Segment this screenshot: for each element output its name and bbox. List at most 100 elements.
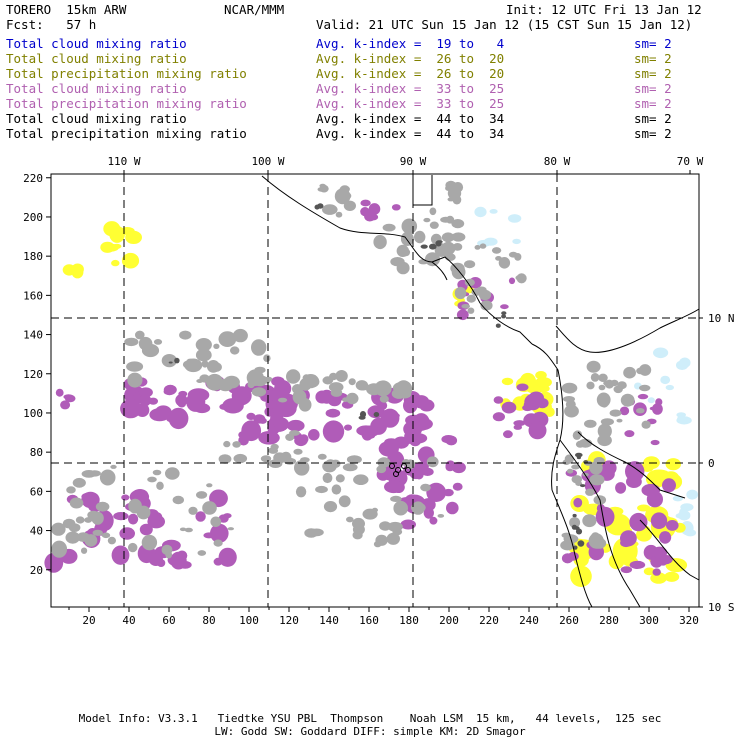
lon-label: 80 W xyxy=(544,155,571,168)
y-tick-label: 140 xyxy=(23,329,43,342)
cloud-cell xyxy=(99,469,116,486)
coastline xyxy=(639,519,700,581)
cloud-cell xyxy=(197,550,207,556)
cloud-cell xyxy=(156,481,164,490)
cloud-cell xyxy=(425,252,440,267)
cloud-cell xyxy=(386,532,400,545)
cloud-cell xyxy=(589,474,605,486)
cloud-cell xyxy=(516,383,529,391)
legend-row-index: Avg. k-index = 26 to 20 xyxy=(316,66,505,81)
cloud-cell xyxy=(165,550,173,559)
x-tick-label: 120 xyxy=(279,614,299,627)
cloud-cell xyxy=(230,346,240,355)
cloud-cell xyxy=(440,216,452,223)
cloud-cell xyxy=(512,238,521,245)
cloud-cell xyxy=(141,534,158,551)
cloud-cell xyxy=(461,304,471,309)
cloud-cell xyxy=(251,387,267,397)
cloud-cell xyxy=(577,540,585,547)
cloud-cell xyxy=(662,478,676,493)
cloud-cell xyxy=(215,526,225,532)
cloud-cell xyxy=(287,419,305,432)
cloud-cell xyxy=(285,433,295,441)
cloud-cell xyxy=(420,483,431,492)
x-tick-label: 300 xyxy=(639,614,659,627)
y-tick-label: 100 xyxy=(23,407,43,420)
cloud-cell xyxy=(396,261,410,275)
cloud-cell xyxy=(452,482,463,491)
cloud-cell xyxy=(513,424,522,430)
cloud-cell xyxy=(474,245,481,250)
cloud-cell xyxy=(679,508,688,516)
cloud-cell xyxy=(575,440,585,448)
cloud-cell xyxy=(238,435,249,446)
cloud-cell xyxy=(112,243,122,249)
x-tick-label: 320 xyxy=(679,614,699,627)
y-tick-label: 220 xyxy=(23,172,43,185)
cloud-cell xyxy=(373,234,387,250)
cloud-cell xyxy=(498,257,511,269)
cloud-cell xyxy=(314,204,320,210)
cloud-cell xyxy=(686,489,699,500)
cloud-cell xyxy=(655,398,663,406)
cloud-cell xyxy=(564,404,579,418)
footer-physics-info: LW: Godd SW: Goddard DIFF: simple KM: 2D… xyxy=(214,725,526,738)
cloud-cell xyxy=(51,540,68,558)
lat-label: 10 N xyxy=(708,312,735,325)
cloud-cell xyxy=(650,572,667,584)
cloud-cell xyxy=(87,510,100,520)
cloud-cell xyxy=(203,532,215,539)
cloud-cell xyxy=(322,472,333,484)
cloud-cell xyxy=(445,460,456,472)
cloud-cell xyxy=(125,230,142,244)
cloud-cell xyxy=(391,204,401,211)
cloud-cell xyxy=(513,420,526,427)
legend-row-smoothing: sm= 2 xyxy=(634,36,672,51)
cloud-cell xyxy=(278,397,288,403)
y-tick-label: 120 xyxy=(23,368,43,381)
cloud-cell xyxy=(103,221,121,237)
cloud-cell xyxy=(464,278,475,287)
cloud-cell xyxy=(478,289,492,301)
cloud-cell xyxy=(111,259,120,267)
y-tick-label: 160 xyxy=(23,289,43,302)
header-valid: Valid: 21 UTC Sun 15 Jan 12 (15 CST Sun … xyxy=(316,17,693,32)
cloud-cell xyxy=(255,341,266,353)
cloud-cell xyxy=(299,434,309,444)
cloud-cell xyxy=(81,492,99,501)
cloud-cell xyxy=(434,243,449,257)
cloud-cell xyxy=(360,207,370,217)
legend-row-index: Avg. k-index = 33 to 25 xyxy=(316,81,505,96)
cloud-cell xyxy=(268,447,279,454)
cloud-cell xyxy=(126,361,144,372)
coastline xyxy=(555,308,700,353)
x-tick-label: 220 xyxy=(479,614,499,627)
cloud-cell xyxy=(373,412,380,417)
cloud-cell xyxy=(379,521,392,531)
cloud-cell xyxy=(286,369,301,384)
cloud-cell xyxy=(567,551,579,561)
cloud-cell xyxy=(51,522,66,536)
cloud-cell xyxy=(437,240,443,244)
cloud-cell xyxy=(586,360,601,373)
cloud-cell xyxy=(620,393,635,407)
lat-label: 0 xyxy=(708,457,715,470)
cloud-cell xyxy=(423,217,431,223)
island xyxy=(405,467,411,473)
cloud-cell xyxy=(566,468,574,474)
cloud-cell xyxy=(60,400,71,410)
cloud-cell xyxy=(124,337,139,347)
cloud-cell xyxy=(210,362,222,372)
legend-row: Total precipitation mixing ratio Avg. k-i… xyxy=(6,126,736,141)
cloud-cell xyxy=(174,357,180,364)
cloud-cell xyxy=(392,528,403,536)
cloud-cell xyxy=(306,376,320,388)
y-tick-label: 200 xyxy=(23,211,43,224)
cloud-cell xyxy=(184,527,193,533)
cloud-cell xyxy=(201,360,209,368)
cloud-cell xyxy=(92,529,103,536)
cloud-cell xyxy=(604,379,615,389)
coastline xyxy=(559,439,641,608)
cloud-cell xyxy=(138,387,153,398)
cloud-cell xyxy=(268,459,283,468)
